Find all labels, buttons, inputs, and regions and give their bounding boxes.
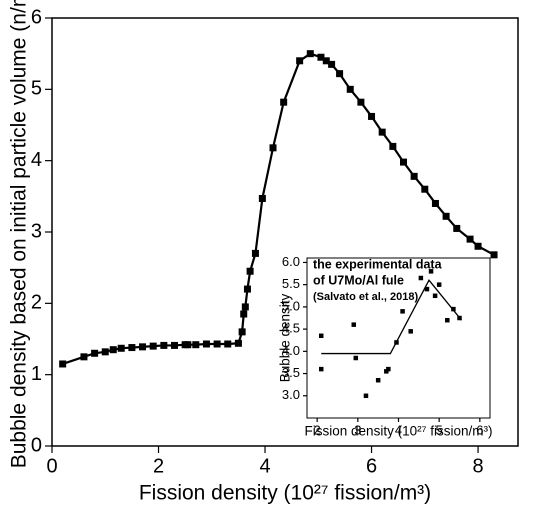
x-tick-label: 6 — [366, 455, 377, 477]
data-point — [351, 322, 357, 327]
annotation: the experimental data — [313, 257, 443, 271]
data-point — [410, 172, 418, 180]
data-point — [258, 194, 266, 202]
x-tick-label: 0 — [46, 455, 57, 477]
data-point — [213, 340, 221, 348]
data-point — [357, 98, 365, 106]
x-tick-label: 2 — [153, 455, 164, 477]
data-point — [436, 282, 442, 287]
data-point — [238, 328, 246, 336]
data-point — [442, 212, 450, 220]
data-point — [399, 158, 407, 166]
data-point — [490, 251, 498, 259]
data-point — [109, 346, 117, 354]
x-tick-label: 8 — [472, 455, 483, 477]
data-point — [336, 70, 344, 78]
data-point — [453, 224, 461, 232]
y-tick-label: 1 — [31, 363, 42, 385]
data-point — [322, 57, 330, 65]
y-tick-label: 3.0 — [282, 387, 300, 402]
data-point — [363, 393, 369, 399]
data-point — [240, 310, 248, 318]
data-point — [184, 341, 192, 349]
y-axis-label: Bubble density based on initial particle… — [8, 0, 31, 468]
data-point — [101, 348, 109, 356]
data-point — [346, 85, 354, 93]
data-point — [317, 53, 325, 61]
data-point — [428, 269, 434, 274]
data-point — [408, 329, 413, 334]
x-tick-label: 4 — [395, 423, 402, 438]
x-tick-label: 4 — [259, 455, 270, 477]
data-point — [445, 317, 450, 323]
data-point — [418, 275, 424, 281]
annotation: of U7Mo/Al fule — [313, 273, 404, 287]
y-tick-label: 3 — [31, 220, 42, 242]
y-axis-label: Bubble density — [278, 293, 293, 382]
x-tick-label: 3 — [354, 423, 361, 438]
data-point — [241, 303, 249, 311]
data-point — [139, 343, 147, 351]
data-point — [474, 242, 482, 250]
x-axis-label: Fission density (10²⁷ fission/m³) — [139, 482, 431, 505]
data-point — [400, 309, 405, 314]
annotation: (Salvato et al., 2018) — [313, 291, 418, 303]
data-point — [128, 344, 136, 352]
data-point — [328, 60, 336, 68]
data-point — [386, 366, 391, 372]
data-point — [192, 341, 200, 349]
y-tick-label: 5 — [31, 78, 42, 100]
data-point — [251, 249, 259, 257]
data-point — [306, 50, 314, 58]
data-point — [421, 185, 429, 193]
data-point — [432, 293, 438, 299]
data-point — [117, 344, 125, 352]
data-point — [466, 235, 474, 243]
y-tick-label: 4.5 — [282, 321, 300, 336]
data-point — [318, 366, 324, 372]
data-point — [424, 286, 430, 292]
y-tick-label: 5.5 — [282, 276, 300, 291]
inset-chart: 2 3 4 5 6 3.0 3.5 4.0 4.5 5.0 5.5 6.0 Fission densit… — [278, 254, 493, 439]
data-point — [224, 340, 232, 348]
data-point — [149, 342, 157, 350]
data-point — [431, 199, 439, 207]
data-point — [246, 267, 254, 275]
data-point — [243, 285, 251, 293]
data-point — [59, 360, 67, 368]
x-tick-label: 6 — [476, 423, 483, 438]
data-point — [269, 144, 277, 152]
data-point — [280, 98, 288, 106]
y-tick-label: 6 — [31, 6, 42, 28]
y-tick-label: 6.0 — [282, 254, 300, 269]
x-tick-label: 2 — [314, 423, 321, 438]
data-point — [160, 341, 168, 349]
series-line — [321, 279, 463, 355]
y-tick-label: 4.0 — [282, 343, 300, 358]
y-tick-label: 5.0 — [282, 298, 300, 313]
data-point — [451, 306, 456, 312]
y-tick-label: 0 — [31, 434, 42, 456]
data-point — [378, 128, 386, 136]
y-tick-label: 4 — [31, 149, 42, 171]
data-point — [296, 57, 304, 65]
data-point — [91, 349, 99, 357]
data-point — [318, 333, 324, 339]
y-tick-label: 2 — [31, 292, 42, 314]
data-point — [202, 340, 210, 348]
data-point — [368, 112, 376, 120]
x-axis-label: Fission density (10²⁷ fission/m³) — [305, 424, 493, 439]
data-point — [389, 142, 397, 150]
data-point — [375, 377, 381, 383]
y-tick-label: 3.5 — [282, 365, 300, 380]
data-point — [353, 355, 359, 361]
data-point — [234, 339, 242, 347]
data-point — [80, 353, 88, 361]
x-tick-label: 5 — [436, 423, 443, 438]
data-point — [170, 341, 178, 349]
